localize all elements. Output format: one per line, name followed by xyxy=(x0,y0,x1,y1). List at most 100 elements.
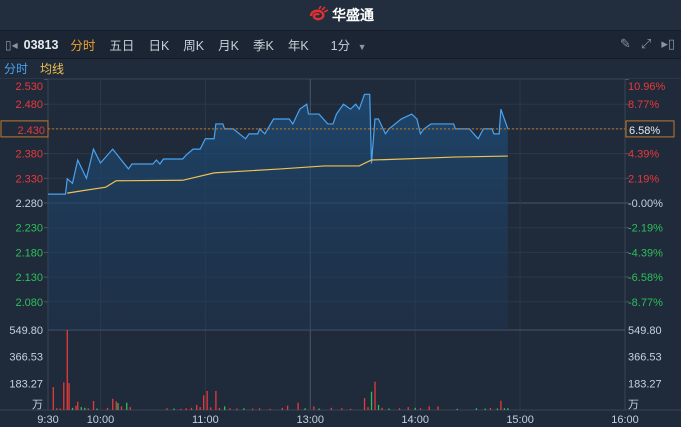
volume-bar xyxy=(166,408,168,410)
current-price-box xyxy=(0,120,49,138)
interval-dropdown[interactable]: 1分 ▼ xyxy=(331,35,367,54)
chevron-down-icon: ▼ xyxy=(357,42,367,52)
tab-monthly-k[interactable]: 月K xyxy=(218,39,239,53)
pct-tick-label: 2.19% xyxy=(628,173,659,185)
time-tick-label: 9:30 xyxy=(37,414,58,426)
volume-bar xyxy=(286,405,289,410)
pct-tick-label: 10.96% xyxy=(628,81,666,93)
price-tick-label: 2.180 xyxy=(15,247,43,259)
volume-bar xyxy=(484,408,486,410)
volume-bar xyxy=(236,408,238,410)
volume-tick-label: 549.80 xyxy=(9,325,43,337)
volume-bar xyxy=(59,408,61,410)
tab-quarterly-k[interactable]: 季K xyxy=(252,39,274,53)
interval-value: 1分 xyxy=(330,39,351,53)
volume-bar xyxy=(304,408,306,410)
volume-bar xyxy=(106,407,109,410)
chart-legend: 分时 均线 xyxy=(0,59,681,79)
volume-bar xyxy=(269,408,271,410)
volume-bar xyxy=(419,408,422,410)
current-pct-box xyxy=(625,120,675,138)
volume-bar xyxy=(77,401,79,410)
tab-daily-k[interactable]: 日K xyxy=(148,39,170,53)
fullscreen-icon[interactable]: ⤢ xyxy=(640,36,652,51)
current-price-label: 2.430 xyxy=(17,125,45,137)
volume-bar xyxy=(281,407,283,410)
volume-bar xyxy=(258,408,261,410)
volume-bar xyxy=(318,408,320,410)
pencil-icon[interactable]: ✎ xyxy=(620,36,631,51)
volume-bar xyxy=(75,405,77,410)
price-tick-label: 2.530 xyxy=(15,81,43,93)
tab-yearly-k[interactable]: 年K xyxy=(287,39,309,53)
volume-bar xyxy=(370,391,373,410)
volume-bar xyxy=(374,381,376,410)
volume-bar xyxy=(341,408,343,410)
price-tick-label: 2.280 xyxy=(15,198,43,210)
tab-weekly-k[interactable]: 周K xyxy=(183,39,205,53)
volume-bar xyxy=(173,408,175,410)
volume-bar xyxy=(96,408,98,410)
volume-bar xyxy=(218,407,221,410)
pct-tick-label: -0.00% xyxy=(628,198,663,210)
tab-five-day[interactable]: 五日 xyxy=(109,39,135,53)
volume-bar xyxy=(210,407,212,410)
volume-bar xyxy=(190,407,193,410)
volume-bar xyxy=(126,402,128,410)
volume-bar xyxy=(297,402,299,410)
pct-tick-label: 8.77% xyxy=(628,99,659,111)
volume-bar xyxy=(407,407,409,410)
price-tick-label: 2.130 xyxy=(15,272,43,284)
volume-bar xyxy=(196,404,198,410)
volume-bar xyxy=(388,408,390,410)
tab-intraday[interactable]: 分时 xyxy=(70,39,96,53)
volume-bar xyxy=(129,407,131,410)
volume-bar xyxy=(456,408,458,410)
volume-bar xyxy=(115,401,117,410)
volume-bar xyxy=(66,330,68,410)
price-tick-label: 2.480 xyxy=(15,99,43,111)
volume-bar xyxy=(503,408,506,410)
time-tick-label: 11:00 xyxy=(192,414,219,426)
volume-unit-label: 万 xyxy=(32,399,43,411)
volume-bar xyxy=(52,387,54,410)
time-tick-label: 10:00 xyxy=(87,414,115,426)
volume-bar xyxy=(381,407,383,410)
brand-logo: 华盛通 xyxy=(307,5,374,25)
volume-bar xyxy=(117,403,119,410)
expand-left-icon[interactable]: ▯◂ xyxy=(5,37,18,52)
volume-bar xyxy=(215,390,217,410)
volume-bar xyxy=(349,408,352,410)
time-tick-label: 15:00 xyxy=(506,414,534,426)
volume-bar xyxy=(199,407,201,410)
volume-bar xyxy=(398,408,401,410)
time-tick-label: 14:00 xyxy=(401,414,429,426)
collapse-panel-icon[interactable]: ▸▯ xyxy=(661,36,675,51)
volume-bar xyxy=(428,406,430,410)
volume-tick-label-right: 183.27 xyxy=(628,378,662,390)
volume-unit-label-right: 万 xyxy=(628,399,639,411)
time-tick-label: 13:00 xyxy=(297,414,325,426)
volume-bar xyxy=(180,408,182,410)
volume-bar xyxy=(206,390,208,410)
volume-bar xyxy=(414,407,416,410)
average-line xyxy=(67,155,508,194)
pct-tick-label: -8.77% xyxy=(628,297,663,309)
volume-bar xyxy=(223,406,226,410)
time-tick-label: 16:00 xyxy=(611,414,639,426)
volume-bar xyxy=(87,408,89,410)
price-line xyxy=(48,93,509,195)
volume-bar xyxy=(112,398,114,410)
legend-average: 均线 xyxy=(40,62,65,76)
volume-bar xyxy=(330,407,332,410)
current-pct-label: 6.58% xyxy=(629,125,660,137)
pct-tick-label: -4.39% xyxy=(628,247,663,259)
stock-code: 03813 xyxy=(23,37,59,52)
brand-name: 华盛通 xyxy=(332,7,374,23)
volume-bar xyxy=(80,407,82,410)
price-tick-label: 2.230 xyxy=(15,223,43,235)
volume-bar xyxy=(367,407,369,410)
legend-price: 分时 xyxy=(4,62,29,76)
volume-tick-label: 183.27 xyxy=(9,378,43,390)
